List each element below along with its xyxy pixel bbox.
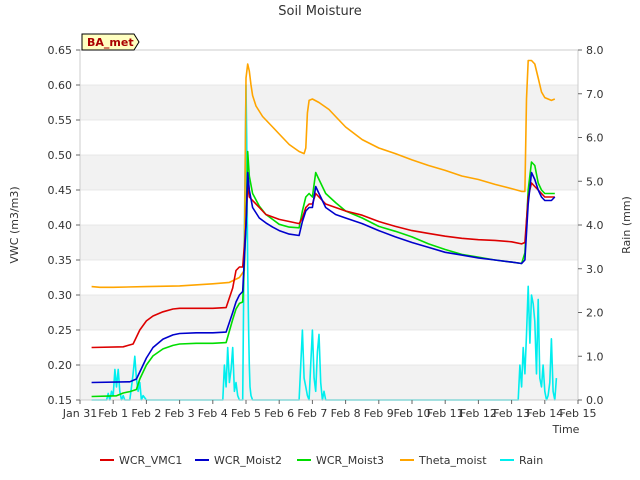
x-tick-label-5: Feb 5 (231, 407, 261, 420)
shaded-band-4 (80, 85, 578, 120)
shaded-band-3 (80, 155, 578, 190)
x-tick-label-1: Feb 1 (98, 407, 128, 420)
left-tick-label-3: 0.30 (48, 289, 73, 302)
left-tick-label-2: 0.25 (48, 324, 73, 337)
x-tick-label-11: Feb 11 (427, 407, 464, 420)
right-tick-label-3: 3.0 (586, 263, 604, 276)
x-axis-ticks: Jan 31 Feb 1 Feb 2 Feb 3 Feb 4 Feb 5 Feb 6 Feb … (62, 400, 597, 420)
left-tick-label-0: 0.15 (48, 394, 73, 407)
right-tick-label-2: 2.0 (586, 307, 604, 320)
chart-title: Soil Moisture (278, 4, 362, 19)
x-tick-label-8: Feb 8 (331, 407, 361, 420)
left-axis-ticks: 0.15 0.20 0.25 0.30 0.35 0.40 0.45 0.50 0.55 0.60… (48, 44, 80, 407)
x-tick-label-7: Feb 7 (297, 407, 327, 420)
shaded-band-1 (80, 295, 578, 330)
left-tick-label-1: 0.20 (48, 359, 73, 372)
x-tick-label-3: Feb 3 (165, 407, 195, 420)
series-line-wcr-vmc1 (91, 182, 555, 349)
site-badge: BA_met (81, 33, 140, 51)
right-tick-label-7: 7.0 (586, 88, 604, 101)
left-tick-label-9: 0.60 (48, 79, 73, 92)
right-axis-ticks: 0.0 1.0 2.0 3.0 4.0 5.0 6.0 7.0 8.0 (578, 44, 604, 407)
site-label: BA_met (87, 36, 134, 49)
shaded-band-2 (80, 225, 578, 260)
left-tick-label-4: 0.35 (48, 254, 73, 267)
x-tick-label-13: Feb 13 (493, 407, 530, 420)
left-tick-label-5: 0.40 (48, 219, 73, 232)
legend-label-wcr-vmc1: WCR_VMC1 (119, 454, 182, 467)
shaded-band-0 (80, 365, 578, 400)
x-tick-label-6: Feb 6 (264, 407, 294, 420)
x-tick-label-4: Feb 4 (198, 407, 228, 420)
x-axis-label: Time (552, 423, 580, 436)
x-tick-label-9: Feb 9 (364, 407, 394, 420)
right-tick-label-4: 4.0 (586, 219, 604, 232)
x-tick-label-12: Feb 12 (460, 407, 497, 420)
legend-label-rain: Rain (519, 454, 543, 467)
left-tick-label-10: 0.65 (48, 44, 73, 57)
x-tick-label-15: Feb 15 (560, 407, 597, 420)
right-tick-label-8: 8.0 (586, 44, 604, 57)
left-tick-label-7: 0.50 (48, 149, 73, 162)
legend: WCR_VMC1 WCR_Moist2 WCR_Moist3 Theta_moist R… (100, 454, 543, 467)
x-tick-label-14: Feb 14 (526, 407, 563, 420)
legend-label-wcr-moist2: WCR_Moist2 (214, 454, 282, 467)
series-layer (91, 59, 558, 401)
right-tick-label-0: 0.0 (586, 394, 604, 407)
legend-label-wcr-moist3: WCR_Moist3 (316, 454, 384, 467)
x-tick-label-0: Jan 31 (62, 407, 97, 420)
left-tick-label-8: 0.55 (48, 114, 73, 127)
series-line-rain (91, 84, 558, 401)
series-line-wcr-moist2 (91, 171, 556, 384)
x-tick-label-10: Feb 10 (394, 407, 431, 420)
left-tick-label-6: 0.45 (48, 184, 73, 197)
x-tick-label-2: Feb 2 (131, 407, 161, 420)
right-tick-label-6: 6.0 (586, 132, 604, 145)
left-axis-label: VWC (m3/m3) (8, 186, 21, 263)
legend-label-theta-moist: Theta_moist (418, 454, 487, 467)
right-axis-label: Rain (mm) (620, 196, 633, 254)
shaded-bands (80, 85, 578, 400)
right-tick-label-1: 1.0 (586, 350, 604, 363)
right-tick-label-5: 5.0 (586, 175, 604, 188)
